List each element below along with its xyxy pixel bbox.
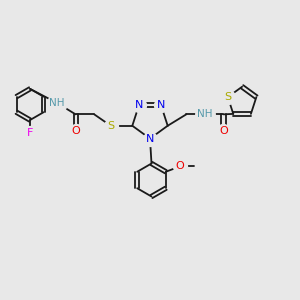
Text: F: F — [27, 128, 33, 138]
Text: NH: NH — [197, 109, 213, 119]
Text: N: N — [135, 100, 143, 110]
Text: NH: NH — [49, 98, 65, 108]
Text: N: N — [157, 100, 165, 110]
Text: O: O — [176, 161, 184, 171]
Text: O: O — [71, 126, 80, 136]
Text: O: O — [219, 126, 228, 136]
Text: S: S — [224, 92, 231, 102]
Text: S: S — [107, 121, 114, 131]
Text: N: N — [146, 134, 154, 144]
